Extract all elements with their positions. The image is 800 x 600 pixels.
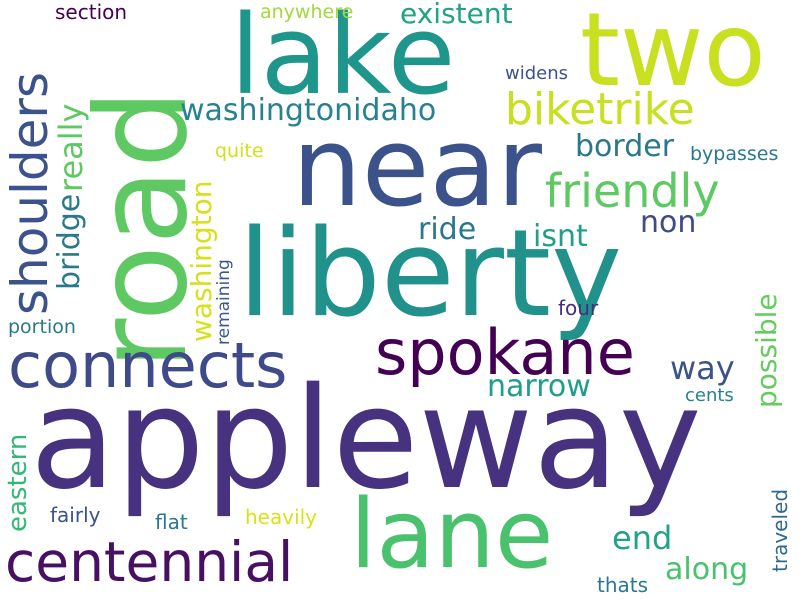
word-along: along [665,552,749,587]
word-liberty: liberty [238,205,623,344]
word-spokane: spokane [375,316,635,389]
word-fairly: fairly [50,503,101,527]
word-way: way [670,349,735,387]
word-isnt: isnt [533,219,588,254]
word-shoulders: shoulders [1,71,59,315]
word-widens: widens [505,63,569,84]
word-biketrike: biketrike [505,84,695,135]
word-appleway: appleway [30,358,702,521]
word-anywhere: anywhere [260,1,354,23]
word-eastern: eastern [3,433,33,532]
word-two: two [580,0,766,110]
word-border: border [575,129,675,164]
word-cents: cents [685,385,734,406]
word-end: end [612,519,673,557]
word-thats: thats [597,573,649,597]
word-flat: flat [155,510,188,534]
word-washington: washington [185,180,218,342]
word-portion: portion [8,316,76,338]
word-friendly: friendly [545,164,720,218]
word-near: near [292,103,543,231]
word-really: really [52,103,90,192]
word-washingtonidaho: washingtonidaho [180,93,437,128]
word-four: four [558,296,599,320]
word-possible: possible [750,293,783,408]
word-lane: lane [350,480,554,590]
word-quite: quite [215,140,264,162]
word-bypasses: bypasses [690,143,779,165]
word-traveled: traveled [768,488,792,572]
word-remaining: remaining [214,259,234,345]
word-heavily: heavily [245,505,318,529]
word-lake: lake [230,0,456,119]
word-connects: connects [8,329,288,402]
word-ride: ride [418,212,477,247]
word-existent: existent [400,0,513,30]
word-section: section [55,0,128,24]
word-non: non [640,205,697,240]
word-narrow: narrow [487,369,591,404]
word-centennial: centennial [5,530,294,594]
word-bridge: bridge [52,193,87,290]
